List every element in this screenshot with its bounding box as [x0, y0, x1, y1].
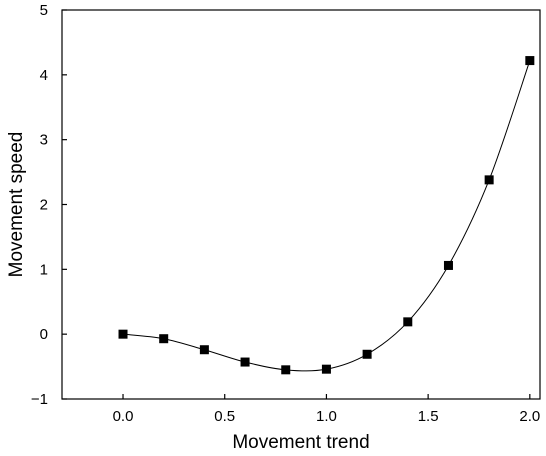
data-point [443, 260, 453, 270]
data-point [240, 357, 250, 367]
data-point [525, 56, 535, 66]
series-line [122, 60, 531, 372]
data-point [362, 349, 372, 359]
plot-border [61, 9, 541, 400]
y-tick-label: 4 [40, 67, 48, 84]
plot-frame [61, 9, 541, 400]
y-axis-title: Movement speed [6, 132, 27, 278]
y-tick-label: 2 [40, 197, 48, 214]
y-tick-label: 0 [40, 326, 48, 343]
data-point [118, 329, 128, 339]
x-axis-ticks: 0.0 0.5 1.0 1.5 2.0 [113, 394, 540, 425]
data-point [281, 365, 291, 375]
data-point [403, 317, 413, 327]
data-point [484, 175, 494, 185]
data-point [199, 345, 209, 355]
y-axis-ticks: −1 0 1 2 3 4 5 [31, 2, 67, 408]
x-tick-label: 0.0 [113, 408, 134, 425]
data-point [321, 364, 331, 374]
series-layer [118, 56, 535, 375]
x-axis-title: Movement trend [232, 432, 369, 453]
x-tick-label: 1.5 [418, 408, 439, 425]
x-tick-label: 2.0 [519, 408, 540, 425]
y-tick-label: −1 [31, 391, 48, 408]
y-tick-label: 1 [40, 261, 48, 278]
y-tick-label: 5 [40, 2, 48, 19]
data-point [159, 334, 169, 344]
x-tick-label: 1.0 [316, 408, 337, 425]
x-tick-label: 0.5 [214, 408, 235, 425]
y-tick-label: 3 [40, 132, 48, 149]
